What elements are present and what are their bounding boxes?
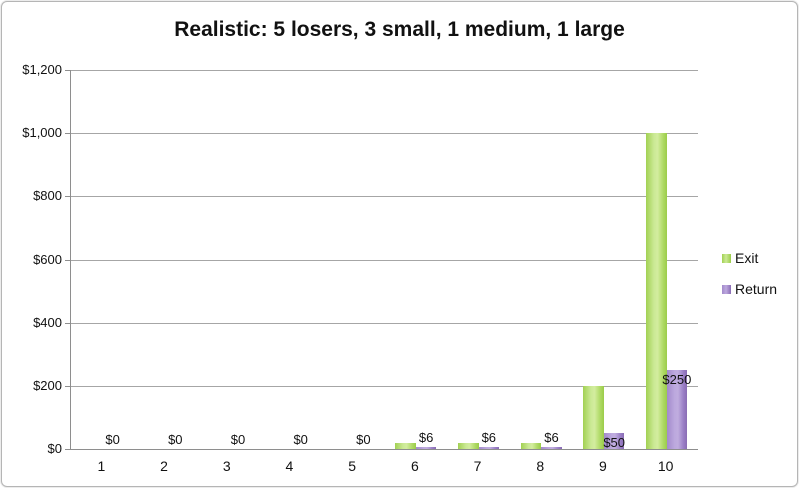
x-tick-label: 8 — [536, 458, 545, 474]
gridline — [71, 386, 698, 387]
data-label: $0 — [293, 432, 308, 447]
data-label: $6 — [481, 430, 497, 446]
x-tick-label: 5 — [348, 458, 357, 474]
chart-title: Realistic: 5 losers, 3 small, 1 medium, … — [174, 18, 625, 41]
data-label: $50 — [603, 435, 626, 451]
bar-exit-7 — [458, 442, 479, 449]
x-tick-label: 10 — [657, 458, 674, 474]
data-label: $6 — [544, 430, 559, 446]
legend-item-return: Return — [722, 281, 777, 297]
y-tick-label: $400 — [33, 314, 62, 330]
legend-label-exit: Exit — [735, 250, 759, 266]
y-tick-label: $1,200 — [22, 62, 62, 77]
y-tick-label: $0 — [47, 441, 62, 456]
legend: Exit Return — [722, 250, 777, 312]
data-label: $0 — [230, 432, 246, 447]
y-tick-label: $800 — [33, 188, 62, 204]
bar-exit-8 — [520, 442, 542, 449]
data-label: $0 — [105, 432, 120, 447]
gridline — [71, 133, 698, 134]
x-tick-label: 3 — [222, 458, 231, 474]
y-axis-tick — [65, 386, 70, 387]
plot-area: $0 $0 $0 $0 $0 $6 $6 $6 $50 $250 — [70, 70, 698, 450]
return-series-swatch-icon — [722, 284, 731, 294]
gridline — [71, 260, 698, 261]
gridline — [71, 323, 698, 324]
bar-exit-9 — [583, 385, 604, 449]
data-label: $6 — [418, 430, 434, 446]
data-label: $0 — [168, 432, 183, 447]
x-tick-label: 7 — [473, 458, 482, 474]
y-axis-tick — [65, 133, 70, 134]
y-axis-tick — [65, 70, 70, 71]
x-tick-label: 1 — [97, 458, 106, 474]
bar-return-10 — [666, 370, 688, 449]
bar-return-6 — [415, 447, 437, 449]
data-label: $250 — [662, 372, 692, 388]
y-tick-label: $1,000 — [22, 125, 62, 141]
y-tick-label: $200 — [33, 377, 62, 393]
bar-return-9 — [603, 433, 625, 449]
exit-series-swatch-icon — [722, 253, 731, 263]
bar-return-7 — [478, 447, 500, 449]
bar-exit-10 — [646, 133, 667, 449]
bar-exit-6 — [395, 442, 416, 449]
legend-item-exit: Exit — [722, 250, 777, 266]
x-tick-label: 2 — [160, 458, 168, 474]
bar-return-8 — [541, 447, 562, 449]
x-tick-label: 6 — [410, 458, 419, 474]
x-tick-label: 9 — [599, 458, 607, 474]
gridline — [71, 70, 698, 71]
data-label: $0 — [356, 432, 371, 447]
y-axis-tick — [65, 196, 70, 197]
y-axis-tick — [65, 260, 70, 261]
legend-label-return: Return — [735, 281, 778, 297]
gridline — [71, 196, 698, 197]
y-axis-tick — [65, 449, 70, 450]
y-axis-tick — [65, 323, 70, 324]
x-tick-label: 4 — [285, 458, 294, 474]
y-tick-label: $600 — [33, 251, 62, 267]
